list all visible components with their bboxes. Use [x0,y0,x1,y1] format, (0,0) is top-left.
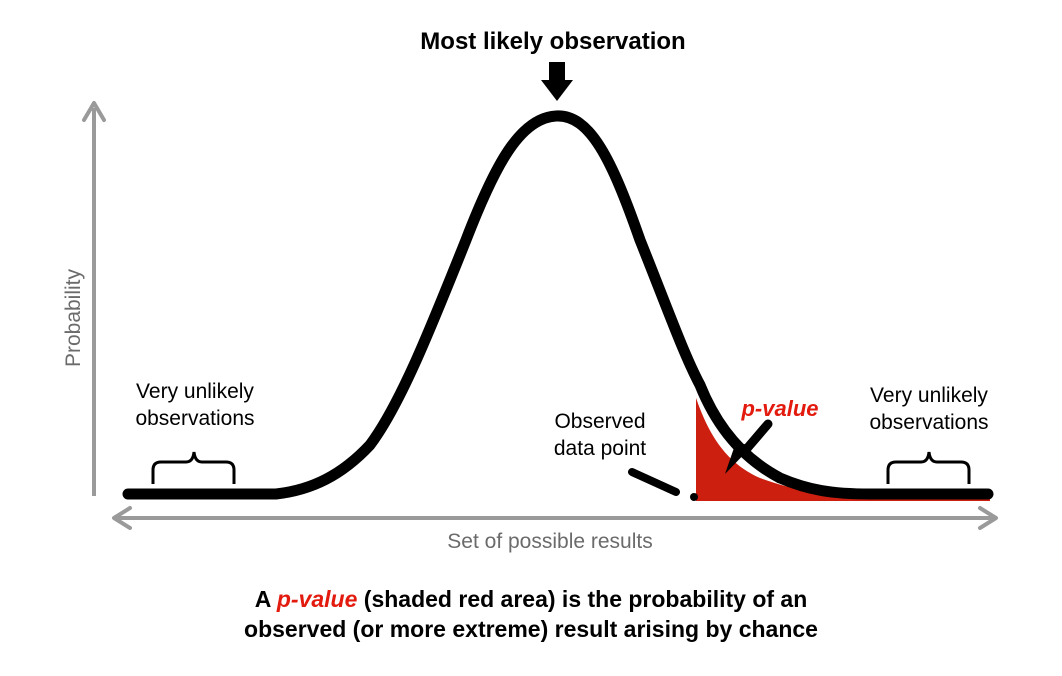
caption-prefix: A [254,586,277,612]
x-axis [112,506,998,530]
right-brace-icon [886,451,971,484]
left-bracket-label-line1: Very unlikely [136,380,254,403]
right-bracket-label-line1: Very unlikely [870,384,988,407]
left-bracket-label-line2: observations [135,407,254,430]
y-axis-label: Probability [62,268,85,367]
x-axis-label: Set of possible results [447,530,652,553]
caption: A p-value (shaded red area) is the proba… [0,584,1062,644]
p-value-label: p-value [740,396,818,421]
observed-arrow-icon [628,468,698,501]
caption-line-2: observed (or more extreme) result arisin… [244,616,818,642]
left-brace-icon [151,451,236,484]
peak-arrow-icon [541,62,573,101]
caption-p-value: p-value [276,586,358,612]
p-value-arrow-icon [725,419,773,474]
y-axis [82,101,106,496]
p-value-area [696,398,990,501]
top-label: Most likely observation [420,28,685,55]
observed-label-line2: data point [554,437,646,460]
right-bracket-label-line2: observations [869,411,988,434]
observed-label-line1: Observed [554,410,645,433]
bell-curve [122,110,994,500]
caption-line1-rest: (shaded red area) is the probability of … [357,586,808,612]
caption-line-1: A p-value (shaded red area) is the proba… [0,584,1062,614]
